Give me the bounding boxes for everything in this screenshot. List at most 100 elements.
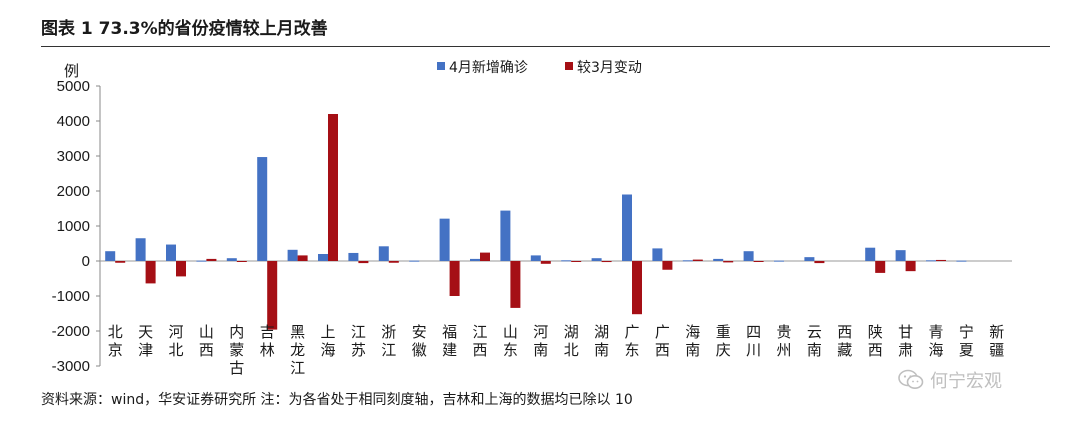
- x-tick-label: 西: [199, 341, 214, 359]
- bar-change-广东: [632, 261, 642, 315]
- y-tick-label: 5000: [57, 78, 90, 95]
- x-tick-label: 河: [168, 323, 183, 341]
- x-tick-label: 广: [624, 323, 639, 341]
- bar-change-内蒙古: [236, 261, 247, 262]
- bar-new-cases-北京: [105, 251, 116, 261]
- x-tick-label: 西: [868, 341, 883, 359]
- x-tick-label: 四: [746, 323, 761, 341]
- x-tick-label: 南: [533, 341, 548, 359]
- bar-new-cases-贵州: [774, 260, 784, 262]
- x-tick-label: 江: [351, 323, 366, 341]
- x-tick-label: 苏: [351, 341, 366, 359]
- y-tick-label: 1000: [57, 218, 90, 235]
- bar-new-cases-宁夏: [956, 260, 967, 262]
- x-tick-label: 西: [655, 341, 670, 359]
- bar-change-江西: [480, 252, 490, 261]
- figure-title: 图表 1 73.3%的省份疫情较上月改善: [41, 19, 328, 39]
- labels-layer: -3000-2000-1000010002000300040005000例北京天…: [52, 62, 1005, 377]
- bar-change-上海: [328, 114, 338, 261]
- y-tick-label: -1000: [52, 288, 90, 305]
- x-tick-label: 江: [472, 323, 487, 341]
- x-tick-label: 重: [716, 323, 731, 341]
- x-tick-label: 建: [442, 341, 457, 359]
- bar-new-cases-海南: [682, 260, 693, 262]
- y-axis-label: 例: [64, 62, 79, 80]
- x-tick-label: 川: [746, 341, 761, 359]
- bar-change-云南: [814, 261, 825, 264]
- x-tick-label: 吉: [260, 323, 275, 341]
- bar-change-吉林: [267, 261, 278, 330]
- bar-new-cases-安徽: [409, 260, 420, 262]
- y-tick-label: 2000: [57, 183, 90, 200]
- bar-new-cases-浙江: [378, 246, 389, 261]
- x-tick-label: 河: [533, 323, 548, 341]
- bar-change-天津: [145, 261, 156, 284]
- x-tick-label: 林: [260, 341, 275, 359]
- x-tick-label: 西: [472, 341, 487, 359]
- bar-new-cases-内蒙古: [226, 258, 237, 261]
- x-tick-label: 蒙: [229, 341, 244, 359]
- x-tick-label: 海: [685, 323, 700, 341]
- bar-change-湖北: [571, 261, 582, 262]
- bar-change-海南: [692, 259, 703, 261]
- x-tick-label: 西: [837, 323, 852, 341]
- y-tick-label: 0: [82, 253, 90, 270]
- bar-change-福建: [449, 261, 460, 296]
- bar-new-cases-重庆: [713, 258, 724, 261]
- x-tick-label: 南: [594, 341, 609, 359]
- x-tick-label: 湖: [594, 323, 609, 341]
- legend-label-new-cases: 4月新增确诊: [449, 60, 528, 76]
- bar-change-浙江: [388, 261, 399, 263]
- x-tick-label: 宁: [959, 323, 974, 341]
- x-tick-label: 山: [199, 323, 214, 341]
- y-tick-label: -2000: [52, 323, 90, 340]
- x-tick-label: 北: [108, 323, 123, 341]
- x-tick-label: 庆: [716, 341, 731, 359]
- bar-new-cases-山西: [196, 260, 207, 262]
- bar-new-cases-江西: [470, 258, 480, 261]
- x-tick-label: 湖: [564, 323, 579, 341]
- x-tick-label: 云: [807, 323, 822, 341]
- bar-new-cases-广西: [652, 248, 663, 261]
- x-tick-label: 江: [381, 341, 396, 359]
- y-tick-label: 3000: [57, 148, 90, 165]
- bar-new-cases-湖南: [591, 258, 602, 261]
- x-tick-label: 肃: [898, 341, 913, 359]
- x-tick-label: 龙: [290, 341, 305, 359]
- x-tick-label: 青: [928, 323, 943, 341]
- bar-change-湖南: [601, 261, 612, 263]
- x-tick-label: 广: [655, 323, 670, 341]
- x-tick-label: 东: [624, 341, 639, 359]
- bar-new-cases-河南: [530, 255, 541, 261]
- x-tick-label: 天: [138, 323, 153, 341]
- y-tick-label: 4000: [57, 113, 90, 130]
- bar-change-北京: [115, 261, 126, 263]
- x-tick-label: 江: [290, 359, 305, 377]
- bar-new-cases-四川: [743, 251, 754, 261]
- x-tick-label: 安: [412, 323, 427, 341]
- bar-new-cases-福建: [439, 218, 450, 261]
- bar-new-cases-河北: [166, 244, 176, 261]
- x-tick-label: 山: [503, 323, 518, 341]
- bar-new-cases-黑龙江: [287, 249, 298, 261]
- title-divider: [41, 46, 1050, 47]
- bar-new-cases-上海: [318, 254, 328, 261]
- x-tick-label: 古: [229, 359, 244, 377]
- bars-layer: [105, 114, 967, 330]
- legend-swatch-new-cases: [437, 62, 445, 70]
- bar-change-重庆: [723, 261, 734, 263]
- bar-change-河南: [540, 261, 551, 264]
- bar-change-广西: [662, 261, 673, 270]
- x-tick-label: 上: [320, 323, 335, 341]
- bar-new-cases-陕西: [865, 247, 876, 261]
- bar-new-cases-甘肃: [895, 250, 906, 261]
- x-tick-label: 海: [928, 341, 943, 359]
- watermark-text: 何宁宏观: [930, 371, 1002, 392]
- x-tick-label: 南: [807, 341, 822, 359]
- axis-layer: [96, 85, 1012, 367]
- x-tick-label: 福: [442, 323, 457, 341]
- x-tick-label: 疆: [989, 341, 1004, 359]
- x-tick-label: 藏: [837, 341, 852, 359]
- bar-new-cases-青海: [926, 260, 936, 262]
